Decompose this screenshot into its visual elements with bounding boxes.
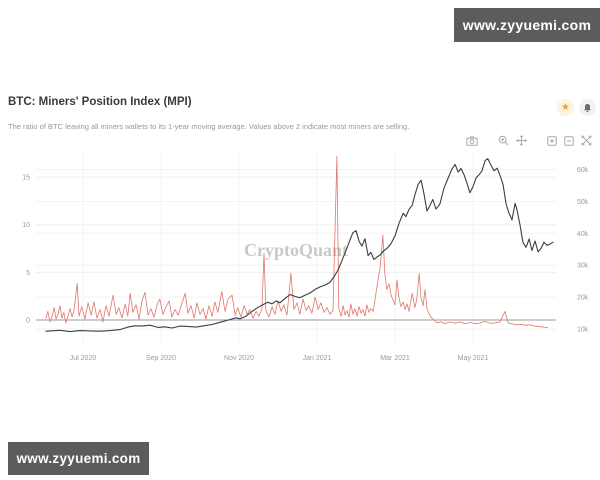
y-right-tick-label: 20k: [577, 295, 589, 302]
y-right-tick-label: 50k: [577, 199, 589, 206]
y-left-tick-label: 10: [22, 222, 30, 229]
y-right-tick-label: 30k: [577, 263, 589, 270]
download-camera-icon[interactable]: [466, 135, 478, 146]
x-tick-label: Jul 2020: [70, 355, 97, 362]
y-right-tick-label: 60k: [577, 167, 589, 174]
y-left-tick-label: 0: [26, 318, 30, 325]
series-btc-price-usd-: [45, 158, 554, 333]
autoscale-icon[interactable]: [581, 135, 592, 146]
y-left-tick-label: 5: [26, 270, 30, 277]
x-tick-label: Nov 2020: [224, 355, 254, 362]
y-right-tick-label: 40k: [577, 231, 589, 238]
zoom-out-icon[interactable]: [564, 135, 574, 146]
x-tick-label: Jan 2021: [303, 355, 332, 362]
zoom-icon[interactable]: [498, 135, 509, 146]
chart-description: The ratio of BTC leaving all miners wall…: [8, 122, 410, 131]
watermark-text: www.zyyuemi.com: [462, 17, 592, 33]
site-watermark-bottom: www.zyyuemi.com: [8, 442, 149, 475]
pan-icon[interactable]: [516, 135, 527, 146]
watermark-text: www.zyyuemi.com: [16, 451, 141, 466]
chart-toolbar: [466, 135, 592, 146]
cryptoquant-watermark: CryptoQuant: [244, 240, 348, 260]
alert-bell-button[interactable]: [579, 99, 596, 116]
x-tick-label: Mar 2021: [380, 355, 410, 362]
site-watermark-top: www.zyyuemi.com: [454, 8, 600, 42]
zoom-in-icon[interactable]: [547, 135, 557, 146]
y-left-tick-label: 15: [22, 175, 30, 182]
page-title: BTC: Miners' Position Index (MPI): [8, 96, 192, 108]
x-tick-label: Sep 2020: [146, 355, 176, 362]
y-right-tick-label: 10k: [577, 327, 589, 334]
mpi-price-chart-plot[interactable]: CryptoQuant 0 5 10 15 10k 20k 30k 40k 50k 60k Jul 2…: [0, 148, 600, 370]
favorite-star-button[interactable]: ★: [557, 99, 574, 116]
star-icon: ★: [561, 102, 570, 113]
x-tick-label: May 2021: [458, 355, 489, 362]
series-mpi: [45, 155, 549, 329]
bell-icon: [584, 103, 591, 112]
